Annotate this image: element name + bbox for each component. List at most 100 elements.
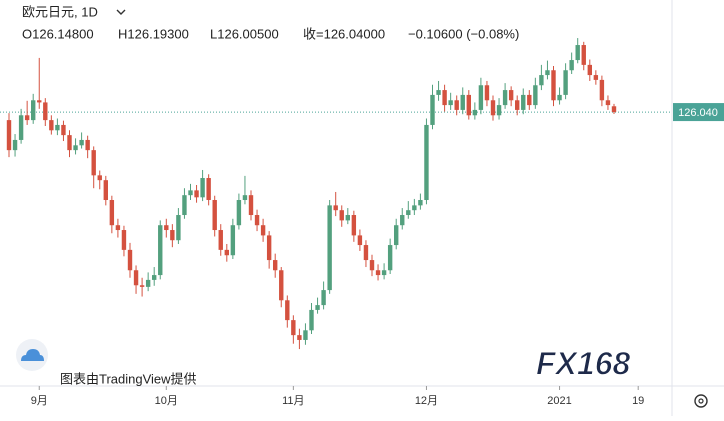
candle-body [206, 178, 211, 201]
x-tick-label: 2021 [547, 395, 571, 407]
candle-body [430, 94, 435, 125]
candle-body [248, 195, 254, 216]
candle-body [563, 70, 568, 95]
last-price-tag [673, 103, 724, 122]
candle-body [502, 90, 508, 106]
candle-body [545, 70, 550, 76]
candle-body [103, 180, 108, 201]
interval-chevron[interactable] [116, 9, 126, 15]
settings-button[interactable] [694, 394, 708, 408]
x-tick-label: 11月 [282, 395, 304, 407]
x-tick-label: 9月 [31, 395, 48, 407]
candle-body [527, 94, 532, 106]
candle-body [484, 85, 490, 101]
x-tick-label: 19 [632, 395, 644, 407]
candle-body [508, 90, 514, 101]
attribution[interactable]: 图表由TradingView提供 [60, 371, 197, 386]
candle-body [73, 145, 78, 151]
candle-body [587, 64, 592, 76]
candle-body [43, 102, 48, 121]
candle-body [152, 275, 157, 280]
candle-body [381, 270, 387, 276]
candle-body [12, 139, 18, 151]
candle-body [31, 100, 36, 121]
candle-body [18, 115, 24, 140]
candle-body [291, 320, 296, 336]
gear-hub [698, 398, 704, 404]
candle-body [309, 309, 314, 331]
candle-body [194, 190, 199, 198]
candle-body [260, 225, 266, 236]
candle-body [242, 195, 248, 201]
legend-change: −0.10600 (−0.08%) [408, 26, 519, 41]
candle-body [109, 200, 115, 226]
candle-body [139, 285, 145, 287]
candle-body [551, 70, 556, 101]
candle-body [170, 230, 175, 241]
symbol-title: 欧元日元, 1D [22, 4, 98, 19]
candle-body [133, 270, 139, 286]
candle-body [515, 100, 520, 110]
candle-body [145, 279, 151, 287]
candle-body [327, 205, 332, 291]
candle-body [285, 300, 290, 321]
candle-body [345, 215, 350, 221]
candle-body [496, 105, 502, 116]
candle-body [230, 225, 236, 256]
candle-body [127, 249, 133, 271]
candle-body [55, 124, 60, 131]
candle-body [315, 305, 320, 310]
candle-body [273, 260, 278, 271]
last-price-label: 126.040 [678, 107, 718, 119]
candle-body [466, 94, 471, 116]
candle-body [97, 175, 102, 181]
candle-body [400, 215, 405, 226]
candle-body [67, 135, 72, 151]
candle-body [424, 124, 429, 201]
candle-body [387, 245, 393, 271]
candle-body [37, 100, 42, 103]
candle-body [478, 85, 484, 110]
candle-body [448, 100, 453, 106]
candle-body [357, 235, 363, 246]
candle-body [351, 215, 357, 236]
legend-open: O126.14800 [22, 26, 94, 41]
candle-body [333, 205, 338, 211]
candle-body [521, 94, 526, 110]
candle-body [418, 200, 423, 206]
candle-body [611, 106, 617, 113]
legend-high: H126.19300 [118, 26, 189, 41]
candle-body [6, 120, 12, 151]
candle-body [254, 215, 260, 226]
candle-body [164, 225, 169, 231]
candle-body [569, 60, 574, 71]
legend-low: L126.00500 [210, 26, 279, 41]
candle-body [176, 215, 181, 241]
tradingview-logo[interactable] [16, 339, 48, 371]
x-tick-label: 10月 [155, 395, 178, 407]
candle-body [599, 79, 605, 101]
candle-body [436, 90, 441, 95]
candle-body [200, 178, 205, 198]
x-tick-label: 12月 [415, 395, 438, 407]
candle-body [91, 150, 96, 176]
candle-body [339, 210, 344, 221]
candle-body [363, 245, 369, 261]
candle-body [121, 230, 127, 250]
legend-close: 收=126.04000 [303, 26, 385, 41]
candle-body [472, 109, 478, 116]
candle-body [85, 139, 90, 151]
candle-body [454, 100, 459, 110]
watermark-logo: FX168 [536, 345, 630, 381]
candle-body [605, 100, 611, 106]
candle-body [490, 100, 496, 116]
candle-body [533, 85, 538, 106]
candle-body [297, 335, 302, 340]
candle-body [557, 94, 562, 101]
candle-body [236, 200, 242, 226]
candle-body [442, 90, 447, 106]
candle-body [79, 139, 84, 146]
candle-body [460, 94, 465, 110]
